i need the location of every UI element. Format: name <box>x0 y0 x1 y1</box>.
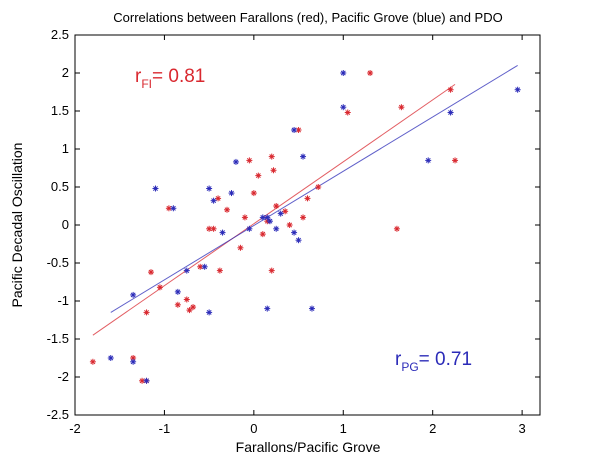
fit-lines <box>92 64 518 336</box>
data-point-pacific-grove <box>170 205 177 212</box>
y-axis-label: Pacific Decadal Oscillation <box>9 143 25 308</box>
data-points <box>89 70 521 384</box>
data-point-farallons <box>452 157 459 164</box>
data-point-pacific-grove <box>206 309 213 316</box>
y-tick-label: -1.5 <box>47 331 69 346</box>
data-point-pacific-grove <box>291 127 298 133</box>
fit-line-farallons <box>92 83 456 336</box>
y-tick-label: -2 <box>57 369 69 384</box>
data-point-pacific-grove <box>340 104 347 111</box>
data-point-farallons <box>224 206 231 213</box>
data-point-farallons <box>268 267 275 274</box>
data-point-pacific-grove <box>183 267 190 274</box>
data-point-pacific-grove <box>201 263 208 270</box>
data-point-pacific-grove <box>219 229 226 236</box>
data-point-farallons <box>246 157 253 164</box>
data-point-farallons <box>304 195 311 202</box>
data-point-farallons <box>241 214 248 221</box>
y-tick-label: -2.5 <box>47 407 69 422</box>
data-point-pacific-grove <box>143 377 150 384</box>
data-point-farallons <box>174 301 181 308</box>
data-point-pacific-grove <box>295 237 302 244</box>
data-point-farallons <box>447 86 454 93</box>
data-point-pacific-grove <box>152 185 159 192</box>
data-point-farallons <box>393 225 400 232</box>
x-tick-label: 0 <box>250 421 257 436</box>
data-point-pacific-grove <box>308 305 315 312</box>
r-pg-symbol: r <box>395 349 402 370</box>
data-point-farallons <box>183 296 190 303</box>
data-point-pacific-grove <box>264 214 271 221</box>
data-point-farallons <box>315 184 322 190</box>
r-fi-subscript: FI <box>141 77 152 91</box>
r-pg-subscript: PG <box>401 360 418 374</box>
data-point-farallons <box>250 190 257 197</box>
data-point-farallons <box>156 284 163 291</box>
data-point-pacific-grove <box>232 158 239 165</box>
data-point-farallons <box>143 309 150 316</box>
y-tick-label: 1 <box>62 141 69 156</box>
chart-title: Correlations between Farallons (red), Pa… <box>113 10 502 25</box>
data-point-pacific-grove <box>174 288 181 295</box>
data-point-farallons <box>190 304 197 311</box>
x-tick-label: -1 <box>159 421 171 436</box>
data-point-farallons <box>89 358 96 365</box>
data-point-farallons <box>210 225 217 232</box>
data-point-pacific-grove <box>264 305 271 312</box>
data-point-farallons <box>259 231 266 238</box>
r-fi-annotation: rFI= 0.81 <box>135 66 205 91</box>
data-point-pacific-grove <box>206 185 213 192</box>
data-point-farallons <box>206 225 213 232</box>
y-tick-label: 2 <box>62 65 69 80</box>
y-tick-label: 1.5 <box>51 103 69 118</box>
y-tick-label: 0.5 <box>51 179 69 194</box>
data-point-farallons <box>286 222 293 228</box>
data-point-farallons <box>148 269 155 276</box>
y-tick-label: 0 <box>62 217 69 232</box>
data-point-pacific-grove <box>425 157 432 164</box>
x-tick-label: 3 <box>518 421 525 436</box>
x-tick-label: 2 <box>429 421 436 436</box>
data-point-farallons <box>398 104 405 111</box>
data-point-pacific-grove <box>107 355 114 361</box>
data-point-farallons <box>216 267 223 274</box>
fit-line-pacific-grove <box>110 64 518 313</box>
y-tick-label: 2.5 <box>51 27 69 42</box>
data-point-farallons <box>215 195 222 202</box>
data-point-farallons <box>255 172 262 179</box>
x-tick-label: -2 <box>69 421 81 436</box>
data-point-farallons <box>273 203 280 209</box>
data-point-pacific-grove <box>273 225 280 232</box>
data-point-pacific-grove <box>246 225 253 232</box>
data-point-pacific-grove <box>447 109 454 116</box>
data-point-pacific-grove <box>266 218 273 225</box>
data-point-pacific-grove <box>210 197 217 204</box>
r-pg-value: = 0.71 <box>419 349 472 370</box>
x-axis-label: Farallons/Pacific Grove <box>236 439 381 455</box>
x-tick-label: 1 <box>340 421 347 436</box>
data-point-pacific-grove <box>300 153 307 160</box>
data-point-pacific-grove <box>130 291 137 298</box>
r-fi-value: = 0.81 <box>152 66 205 87</box>
data-point-farallons <box>367 70 374 76</box>
data-point-farallons <box>270 167 277 174</box>
data-point-farallons <box>268 153 275 160</box>
data-point-farallons <box>282 208 289 215</box>
data-point-farallons <box>237 244 244 251</box>
r-pg-annotation: rPG= 0.71 <box>395 349 472 374</box>
r-fi-symbol: r <box>135 66 142 87</box>
y-tick-label: -0.5 <box>47 255 69 270</box>
data-point-farallons <box>300 214 307 221</box>
data-point-pacific-grove <box>130 358 137 365</box>
y-tick-label: -1 <box>57 293 69 308</box>
data-point-pacific-grove <box>228 190 235 197</box>
data-point-pacific-grove <box>291 229 298 236</box>
data-point-pacific-grove <box>340 70 347 76</box>
data-point-farallons <box>344 109 351 116</box>
data-point-pacific-grove <box>514 86 521 93</box>
axis-ticks: -2 -1 0 1 2 3-2.5-2-1.5-1-0.500.511.522.5 <box>47 27 540 436</box>
data-point-pacific-grove <box>277 210 284 217</box>
